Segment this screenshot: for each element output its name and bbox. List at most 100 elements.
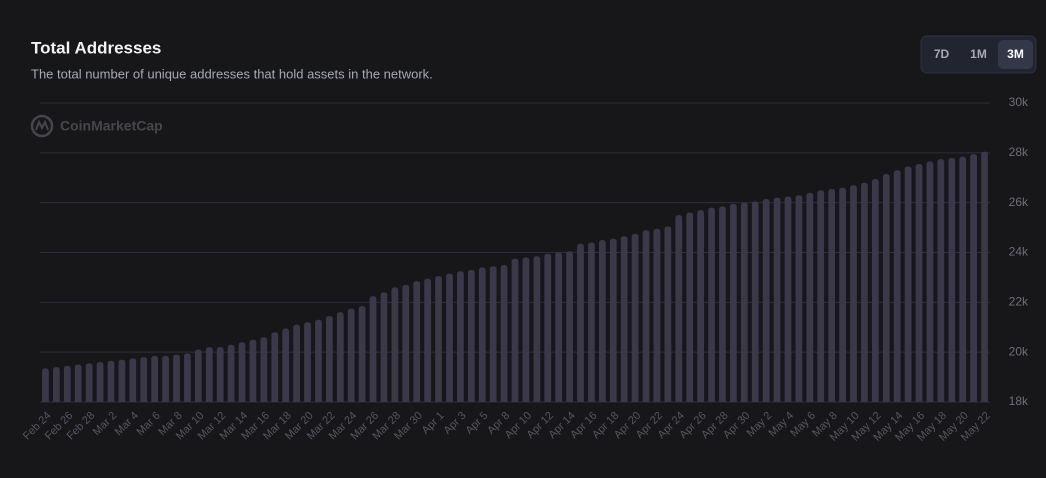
y-tick-label: 28k <box>1009 145 1029 159</box>
bar <box>981 151 988 402</box>
y-tick-label: 30k <box>1009 95 1029 109</box>
chart-subtitle: The total number of unique addresses tha… <box>31 66 433 81</box>
bar <box>828 188 836 402</box>
bar <box>162 355 169 402</box>
bar <box>347 308 355 402</box>
bar <box>249 339 257 402</box>
bar <box>686 212 694 402</box>
bar <box>915 164 923 402</box>
bar <box>238 342 246 402</box>
bar <box>850 185 857 402</box>
bar <box>293 324 300 402</box>
bar <box>904 166 912 402</box>
bar <box>391 287 399 402</box>
bar <box>96 362 104 402</box>
bar <box>751 201 759 402</box>
x-tick-label: Apr 5 <box>463 410 490 437</box>
bar <box>762 198 770 402</box>
bar <box>304 322 311 402</box>
bar <box>588 242 595 402</box>
bar <box>937 159 945 402</box>
bar <box>369 296 377 402</box>
y-tick-label: 24k <box>1009 245 1029 259</box>
watermark-logo <box>30 114 54 138</box>
x-tick-label: Mar 6 <box>134 410 162 438</box>
bar <box>795 195 803 402</box>
bar <box>675 215 683 402</box>
bar <box>533 256 541 402</box>
bar <box>566 251 573 402</box>
bar <box>664 226 672 402</box>
bar <box>478 267 486 402</box>
bar <box>282 328 290 402</box>
bar <box>184 353 191 402</box>
bar <box>631 233 639 402</box>
bar <box>63 365 71 402</box>
bar <box>577 243 584 402</box>
x-tick-label: Mar 4 <box>113 410 141 438</box>
bar <box>642 230 650 402</box>
bar <box>446 273 453 402</box>
bar <box>893 170 901 402</box>
bar <box>140 357 148 402</box>
bar <box>260 337 268 402</box>
bar <box>315 319 322 402</box>
y-tick-label: 26k <box>1009 195 1029 209</box>
bar <box>839 187 846 402</box>
bar <box>489 266 497 402</box>
bar <box>555 252 563 402</box>
bar <box>227 344 235 402</box>
bar <box>620 236 628 402</box>
bar <box>861 182 868 402</box>
bar <box>959 156 967 402</box>
bar <box>118 359 126 402</box>
y-tick-label: 20k <box>1009 344 1029 358</box>
bar <box>216 347 224 402</box>
bar <box>522 257 530 402</box>
bar <box>511 258 519 402</box>
chart-title: Total Addresses <box>31 38 161 57</box>
bar <box>500 264 508 402</box>
bar <box>402 284 410 402</box>
bar <box>871 178 879 402</box>
bar <box>730 203 737 402</box>
bar <box>52 367 60 402</box>
bar <box>467 269 475 402</box>
bar <box>42 368 49 402</box>
bar <box>948 157 956 402</box>
bar <box>740 202 748 402</box>
bar <box>773 197 781 402</box>
bar <box>380 292 388 402</box>
bar <box>271 332 279 402</box>
watermark-logo-mark <box>35 119 49 131</box>
bar <box>151 355 159 402</box>
bar <box>173 354 180 402</box>
bar <box>325 316 333 402</box>
y-tick-label: 18k <box>1009 394 1029 408</box>
x-tick-label: Apr 1 <box>420 410 447 437</box>
bar <box>358 306 366 402</box>
bar <box>435 276 442 402</box>
bar <box>74 364 82 402</box>
x-tick-label: Mar 2 <box>91 410 119 438</box>
bar <box>205 347 213 402</box>
bar <box>424 278 432 402</box>
bar <box>817 190 825 402</box>
bar <box>457 271 464 402</box>
bar <box>970 154 978 402</box>
bar <box>653 228 661 402</box>
range-button[interactable]: 3M <box>1007 47 1024 61</box>
bar <box>609 238 617 402</box>
watermark-text: CoinMarketCap <box>60 118 163 134</box>
bar <box>544 253 552 402</box>
bar <box>598 240 606 402</box>
bar <box>413 281 421 402</box>
bar <box>806 192 814 402</box>
watermark: CoinMarketCap <box>30 114 163 138</box>
bar <box>697 210 705 402</box>
y-tick-label: 22k <box>1009 295 1029 309</box>
range-button[interactable]: 1M <box>970 47 987 61</box>
range-button[interactable]: 7D <box>934 47 950 61</box>
bar <box>107 360 115 402</box>
